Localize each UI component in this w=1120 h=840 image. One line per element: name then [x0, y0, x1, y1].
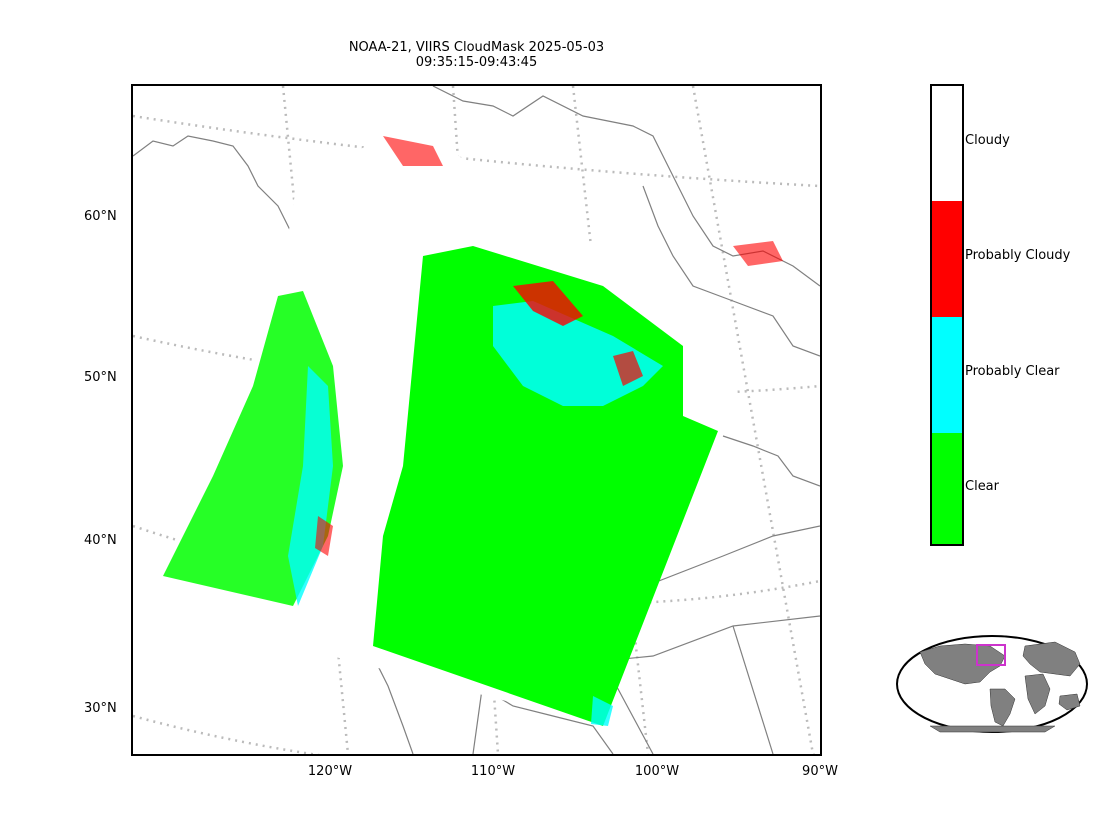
graticule-lat-60 — [133, 114, 820, 188]
colorbar-segment-probably-cloudy — [932, 201, 962, 317]
hudson-bay — [642, 185, 820, 357]
colorbar-segment-cloudy — [932, 86, 962, 201]
locator-north-america — [919, 643, 1006, 685]
lon-label-90w: 90°W — [802, 764, 838, 779]
swath-probably-cloudy-2 — [613, 351, 643, 386]
map-panel[interactable] — [131, 84, 822, 756]
lat-label-30: 30°N — [84, 701, 117, 716]
locator-south-america — [989, 688, 1016, 727]
colorbar-label-cloudy: Cloudy — [965, 133, 1010, 148]
lat-label-60: 60°N — [84, 209, 117, 224]
locator-australia — [1058, 693, 1081, 711]
swath-probably-cloudy-4 — [733, 241, 783, 266]
lat-label-50: 50°N — [84, 370, 117, 385]
colorbar-segment-probably-clear — [932, 317, 962, 433]
lat-label-40: 40°N — [84, 533, 117, 548]
graticule-lat-30 — [133, 714, 820, 754]
lon-label-120w: 120°W — [307, 764, 353, 779]
colorbar-label-probably-clear: Probably Clear — [965, 364, 1060, 379]
locator-antarctica — [929, 725, 1056, 733]
locator-eurasia — [1022, 641, 1081, 677]
locator-continents — [919, 641, 1081, 733]
swath-probably-cloudy-1 — [513, 281, 583, 326]
colorbar — [930, 84, 964, 546]
swath-probably-cloudy-3 — [383, 136, 443, 166]
lon-label-110w: 110°W — [470, 764, 516, 779]
swath-probably-cloudy-5 — [315, 516, 333, 556]
graticule-lon-90 — [691, 86, 815, 754]
map-canvas — [133, 86, 820, 754]
locator-africa — [1024, 673, 1051, 715]
swath-probably-clear-3 — [591, 696, 613, 726]
colorbar-segment-clear — [932, 433, 962, 544]
world-globe-icon — [896, 635, 1088, 733]
locator-region-box — [976, 644, 1006, 666]
map-title: NOAA-21, VIIRS CloudMask 2025-05-03 09:3… — [131, 40, 822, 70]
colorbar-label-clear: Clear — [965, 479, 999, 494]
title-line-2: 09:35:15-09:43:45 — [415, 55, 538, 70]
lon-label-100w: 100°W — [634, 764, 680, 779]
title-line-1: NOAA-21, VIIRS CloudMask 2025-05-03 — [348, 40, 605, 55]
viirs-swath — [163, 126, 783, 726]
great-lakes — [722, 435, 820, 487]
swath-probably-clear-1 — [493, 301, 663, 406]
colorbar-label-probably-cloudy: Probably Cloudy — [965, 248, 1071, 263]
